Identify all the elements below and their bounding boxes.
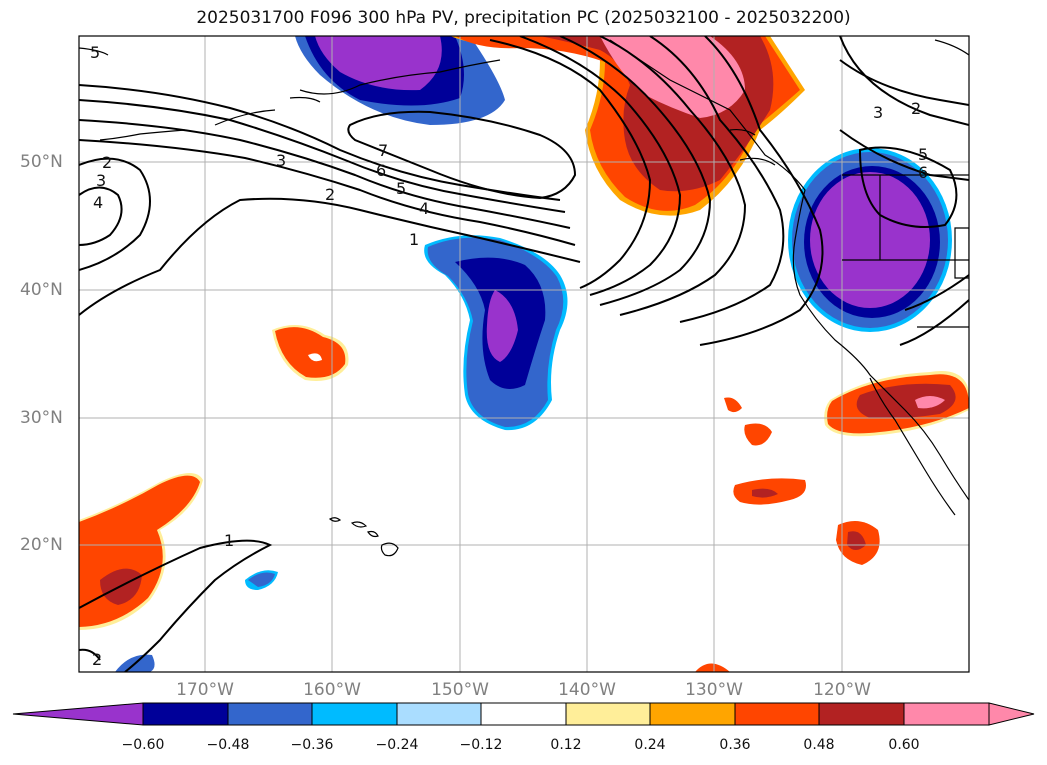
contour-label: 1 <box>224 531 234 550</box>
map-frame <box>78 35 970 673</box>
negative-anomaly-north <box>295 36 505 125</box>
colorbar-tick: 0.60 <box>888 737 920 753</box>
negative-anomaly-west-coast <box>788 148 952 332</box>
colorbar <box>12 702 1035 726</box>
lon-label-130w: 130°W <box>685 680 743 700</box>
coastlines <box>79 39 969 516</box>
colorbar-tick: −0.36 <box>290 737 334 753</box>
colorbar-segment <box>903 702 990 726</box>
colorbar-segment <box>227 702 313 726</box>
lat-label-40n: 40°N <box>20 280 63 300</box>
colorbar-segment <box>396 702 482 726</box>
lat-label-30n: 30°N <box>20 408 63 428</box>
lat-label-50n: 50°N <box>20 152 63 172</box>
lon-label-120w: 120°W <box>813 680 871 700</box>
colorbar-tick: −0.48 <box>206 737 250 753</box>
colorbar-segment <box>142 702 229 726</box>
colorbar-tick: −0.12 <box>459 737 503 753</box>
colorbar-tick: 0.12 <box>550 737 582 753</box>
colorbar-extend-low <box>12 702 144 726</box>
contour-label: 1 <box>409 230 419 249</box>
colorbar-segment <box>311 702 398 726</box>
lon-label-150w: 150°W <box>431 680 489 700</box>
contour-label: 2 <box>911 99 921 118</box>
lon-label-160w: 160°W <box>303 680 361 700</box>
colorbar-segment <box>480 702 567 726</box>
contour-label: 6 <box>918 163 928 182</box>
hawaiian-islands <box>328 517 399 557</box>
contour-label: 2 <box>92 650 102 669</box>
colorbar-segment <box>649 702 736 726</box>
lat-label-20n: 20°N <box>20 535 63 555</box>
lon-label-140w: 140°W <box>558 680 616 700</box>
colorbar-tick: −0.60 <box>121 737 165 753</box>
colorbar-extend-high <box>988 702 1035 726</box>
colorbar-segment <box>734 702 820 726</box>
colorbar-tick: 0.24 <box>634 737 666 753</box>
contour-label: 5 <box>396 179 406 198</box>
pv-contours <box>79 36 969 672</box>
lon-label-170w: 170°W <box>176 680 234 700</box>
contour-label: 5 <box>90 43 100 62</box>
colorbar-tick: −0.24 <box>375 737 419 753</box>
gridlines <box>79 36 969 672</box>
contour-label: 6 <box>376 161 386 180</box>
positive-anomaly-small-west <box>272 325 349 381</box>
colorbar-tick: 0.36 <box>719 737 751 753</box>
contour-label: 3 <box>96 171 106 190</box>
colorbar-segment <box>565 702 651 726</box>
figure-title: 2025031700 F096 300 hPa PV, precipitatio… <box>196 8 851 28</box>
contour-label: 5 <box>918 145 928 164</box>
contour-labels: 2 3 4 5 2 3 7 6 5 4 2 1 3 2 5 6 1 2 <box>90 43 928 669</box>
contour-label: 7 <box>378 141 388 160</box>
contour-label: 4 <box>419 199 429 218</box>
contour-label: 3 <box>873 103 883 122</box>
contour-label: 3 <box>276 151 286 170</box>
colorbar-segment <box>818 702 905 726</box>
contour-label: 4 <box>93 193 103 212</box>
contour-label: 2 <box>325 185 335 204</box>
colorbar-tick: 0.48 <box>803 737 835 753</box>
contour-label: 2 <box>102 153 112 172</box>
